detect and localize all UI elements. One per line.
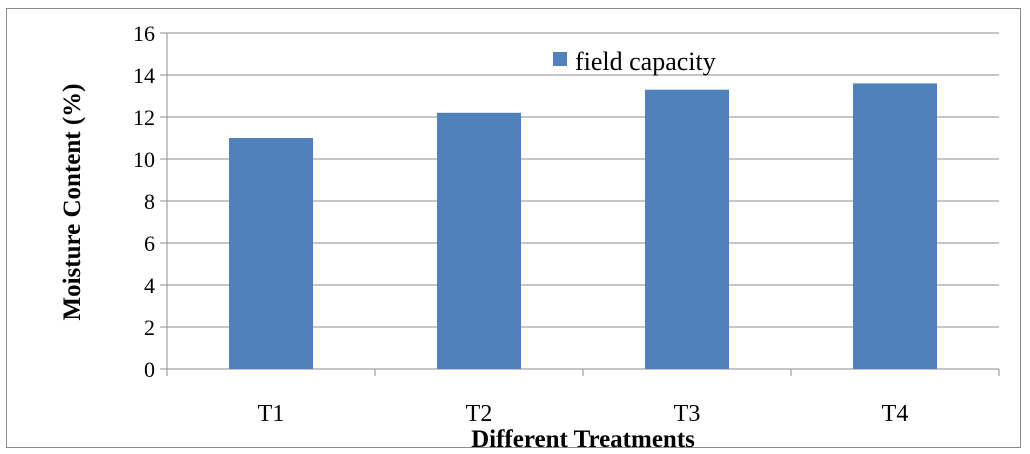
y-tick-label: 6 [144, 231, 155, 256]
y-tick-label: 10 [133, 147, 155, 172]
x-tick-label: T1 [258, 401, 285, 427]
x-tick-label: T2 [466, 401, 493, 427]
y-axis-title: Moisture Content (%) [59, 84, 86, 321]
bar-t1 [229, 138, 313, 369]
y-tick-label: 4 [144, 273, 155, 298]
legend-label: field capacity [575, 47, 716, 76]
bars [229, 83, 937, 370]
x-tick-label: T4 [882, 401, 909, 427]
y-tick-label: 8 [144, 189, 155, 214]
y-tick-label: 14 [133, 63, 155, 88]
bar-t3 [645, 89, 729, 369]
y-tick-label: 12 [133, 105, 155, 130]
x-tick-labels: T1 T2 T3 T4 [258, 401, 909, 427]
x-axis-title: Different Treatments [471, 426, 695, 453]
y-tick-labels: 0 2 4 6 8 10 12 14 16 [133, 21, 155, 382]
bar-t2 [437, 112, 521, 370]
y-tick-label: 16 [133, 21, 155, 46]
y-tick-label: 2 [144, 315, 155, 340]
legend-swatch [553, 52, 567, 66]
x-tick-label: T3 [674, 401, 701, 427]
bar-t4 [853, 83, 937, 370]
y-tick-label: 0 [144, 357, 155, 382]
legend: field capacity [553, 47, 716, 76]
